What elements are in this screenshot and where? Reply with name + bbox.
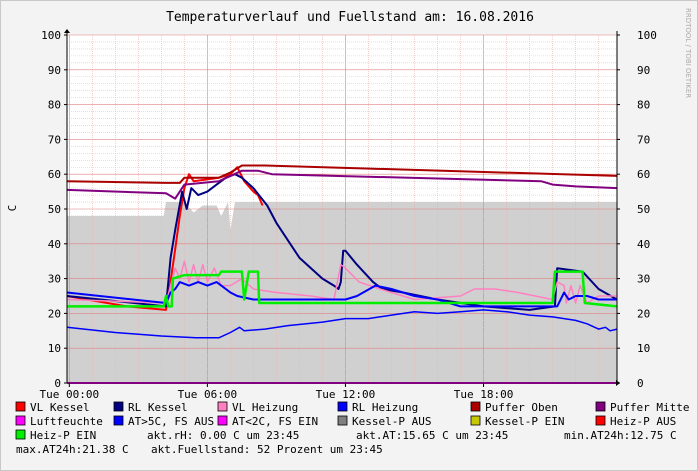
- x-tick-label: Tue 06:00: [178, 388, 238, 401]
- legend-swatch: [470, 401, 481, 412]
- legend-swatch: [113, 401, 124, 412]
- legend-label: Puffer Mitte: [610, 401, 689, 414]
- legend-label: AT>5C, FS AUS: [128, 415, 214, 428]
- x-tick-label: Tue 12:00: [316, 388, 376, 401]
- info-text: max.AT24h:21.38 C: [16, 443, 129, 456]
- y-tick-label-right: 20: [637, 307, 650, 320]
- y-tick-label-right: 70: [637, 133, 650, 146]
- info-text: min.AT24h:12.75 C: [564, 429, 677, 442]
- series-line: [66, 164, 618, 184]
- watermark: RRDTOOL / TOBI OETIKER: [684, 8, 692, 98]
- legend-label: Heiz-P AUS: [610, 415, 676, 428]
- legend-swatch: [470, 415, 481, 426]
- legend-label: VL Heizung: [232, 401, 298, 414]
- legend-swatch: [217, 415, 228, 426]
- y-tick-label: 30: [48, 273, 61, 286]
- y-tick-label: 60: [48, 168, 61, 181]
- legend-label: RL Heizung: [352, 401, 418, 414]
- y-tick-label: 10: [48, 342, 61, 355]
- y-tick-label-right: 30: [637, 273, 650, 286]
- y-tick-label: 100: [41, 29, 61, 42]
- legend-swatch: [15, 401, 26, 412]
- legend-label: Luftfeuchte: [30, 415, 103, 428]
- legend-label: Heiz-P EIN: [30, 429, 96, 442]
- legend-swatch: [15, 415, 26, 426]
- y-tick-label: 80: [48, 99, 61, 112]
- y-tick-label-right: 40: [637, 238, 650, 251]
- y-tick-label-right: 10: [637, 342, 650, 355]
- legend-swatch: [337, 401, 348, 412]
- series-line: [66, 169, 618, 200]
- x-tick-label: Tue 00:00: [39, 388, 99, 401]
- info-text: akt.rH: 0.00 C um 23:45: [147, 429, 299, 442]
- series-line: [66, 281, 617, 308]
- series-line: [67, 270, 618, 308]
- y-tick-label-right: 60: [637, 168, 650, 181]
- legend-swatch: [595, 415, 606, 426]
- x-tick-label: Tue 18:00: [454, 388, 514, 401]
- legend-swatch: [15, 429, 26, 440]
- legend-label: AT<2C, FS EIN: [232, 415, 318, 428]
- legend-label: Puffer Oben: [485, 401, 558, 414]
- y-tick-label: 20: [48, 307, 61, 320]
- y-tick-label: 0: [54, 377, 61, 390]
- y-tick-label: 90: [48, 64, 61, 77]
- legend-label: RL Kessel: [128, 401, 188, 414]
- info-text: akt.Fuellstand: 52 Prozent um 23:45: [151, 443, 383, 456]
- y-tick-label-right: 90: [637, 64, 650, 77]
- y-tick-label-right: 80: [637, 99, 650, 112]
- y-tick-label: 40: [48, 238, 61, 251]
- y-axis-arrow: [64, 29, 70, 33]
- chart-title: Temperaturverlauf und Fuellstand am: 16.…: [166, 10, 534, 25]
- legend-swatch: [595, 401, 606, 412]
- legend-swatch: [113, 415, 124, 426]
- y-tick-label-right: 0: [637, 377, 644, 390]
- legend-swatch: [217, 401, 228, 412]
- legend-swatch: [337, 415, 348, 426]
- y-tick-label-right: 100: [637, 29, 657, 42]
- series-line: [66, 309, 618, 339]
- y-tick-label: 70: [48, 133, 61, 146]
- info-text: akt.AT:15.65 C um 23:45: [356, 429, 508, 442]
- series-line: [66, 260, 617, 304]
- y-axis-label: C: [6, 205, 19, 212]
- y-tick-label: 50: [48, 203, 61, 216]
- legend-label: Kessel-P AUS: [352, 415, 431, 428]
- y-tick-label-right: 50: [637, 203, 650, 216]
- legend-label: VL Kessel: [30, 401, 90, 414]
- legend-label: Kessel-P EIN: [485, 415, 564, 428]
